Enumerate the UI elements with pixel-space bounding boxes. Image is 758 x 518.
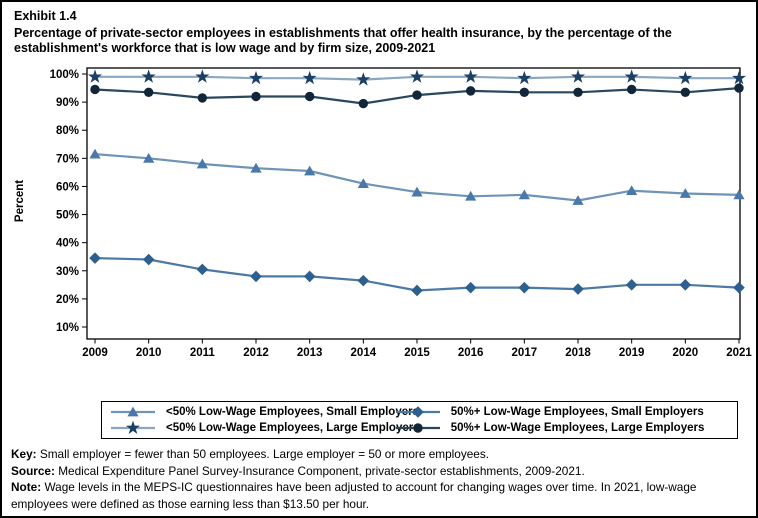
chart-title: Percentage of private-sector employees i… <box>14 25 672 56</box>
y-tick-label: 20% <box>56 294 79 306</box>
legend-item-large-50plus: 50%+ Low-Wage Employees, Large Employers <box>395 420 729 436</box>
note-label: Note: <box>11 480 42 495</box>
legend-item-small-lt50: <50% Low-Wage Employees, Small Employers <box>110 404 419 420</box>
x-tick-label: 2013 <box>297 347 323 359</box>
circle-marker-icon <box>395 423 440 433</box>
key-label: Key: <box>11 447 37 461</box>
line-chart-canvas: 10%20%30%40%50%60%70%80%90%100%2009 2010 2… <box>14 67 752 359</box>
y-tick-label: 80% <box>56 125 79 137</box>
chart-header: Exhibit 1.4 Percentage of private-sector… <box>14 9 740 58</box>
x-tick-label: 2012 <box>243 347 269 359</box>
x-tick-label: 2016 <box>458 347 484 359</box>
y-tick-label: 90% <box>56 97 79 109</box>
plot-area <box>86 67 741 340</box>
star-marker-icon <box>111 420 155 434</box>
x-tick-label: 2019 <box>619 347 645 359</box>
legend-label: 50%+ Low-Wage Employees, Large Employers <box>450 422 705 434</box>
series-diamond <box>89 252 745 297</box>
x-tick-label: 2014 <box>351 347 377 359</box>
y-tick-label: 40% <box>56 238 79 250</box>
note-note: Note: Wage levels in the MEPS-IC questio… <box>11 480 697 511</box>
y-tick-label: 60% <box>56 181 79 193</box>
legend-label: <50% Low-Wage Employees, Large Employers <box>166 422 420 434</box>
triangle-marker-icon <box>111 406 155 417</box>
legend-label: <50% Low-Wage Employees, Small Employers <box>166 406 419 418</box>
source-note: Source: Medical Expenditure Panel Survey… <box>11 463 585 478</box>
x-tick-label: 2010 <box>136 347 162 359</box>
series-star <box>87 69 747 86</box>
legend-item-large-lt50: <50% Low-Wage Employees, Large Employers <box>110 420 420 436</box>
x-tick-label: 2021 <box>726 347 752 359</box>
y-tick-label: 70% <box>56 153 79 165</box>
y-tick-label: 100% <box>50 69 79 81</box>
y-axis: 10% 20% 30% 40% 50% 60% 70% 80% 90% 100% <box>50 69 87 334</box>
x-tick-label: 2011 <box>190 347 216 359</box>
x-tick-label: 2018 <box>565 347 591 359</box>
x-tick-label: 2020 <box>673 347 699 359</box>
chart-footnotes: Key: Small employer = fewer than 50 empl… <box>11 446 753 512</box>
x-axis: 2009 2010 2011 2012 2013 2014 2015 2016 2017 2018… <box>82 339 752 359</box>
exhibit-number: Exhibit 1.4 <box>14 9 77 23</box>
x-tick-label: 2015 <box>404 347 430 359</box>
series-triangle <box>89 148 745 205</box>
y-tick-label: 10% <box>56 322 79 334</box>
source-label: Source: <box>11 463 55 478</box>
key-note: Key: Small employer = fewer than 50 empl… <box>11 447 490 461</box>
legend-item-small-50plus: 50%+ Low-Wage Employees, Small Employers <box>395 404 729 420</box>
series-circle <box>90 83 744 109</box>
x-tick-label: 2009 <box>82 347 108 359</box>
legend-label: 50%+ Low-Wage Employees, Small Employers <box>450 406 704 418</box>
y-tick-label: 30% <box>56 266 79 278</box>
legend: <50% Low-Wage Employees, Small Employers… <box>101 401 738 439</box>
x-tick-label: 2017 <box>512 347 538 359</box>
y-axis-title: Percent <box>14 180 26 222</box>
diamond-marker-icon <box>395 406 440 418</box>
y-tick-label: 50% <box>56 210 79 222</box>
